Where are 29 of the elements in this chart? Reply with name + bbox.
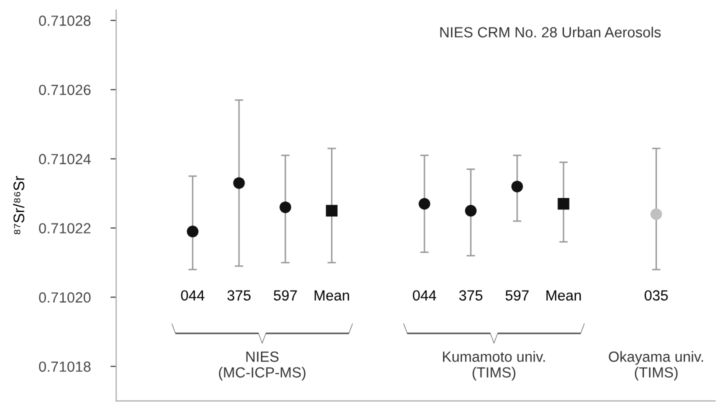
x-tick-label: 044 [181,290,204,301]
x-tick-label: 035 [644,290,668,301]
point [511,180,523,192]
x-tick-label: 375 [227,290,251,301]
y-tick-label: 0.71020 [39,292,91,303]
x-tick-label: 597 [506,290,529,301]
point [464,204,477,217]
x-tick-label: 597 [274,290,297,301]
x-tick-label: 375 [459,290,482,301]
annotation: NIES (MC-ICP-MS) [218,352,306,380]
point [558,198,570,210]
point [650,208,662,220]
point [280,201,292,214]
point [326,204,338,217]
y-tick-label: 0.71026 [39,84,91,96]
point [418,198,430,210]
y-tick-label: 0.71024 [39,154,91,164]
annotation: Kumamoto univ. (TIMS) [443,351,545,380]
x-tick-label: Mean [314,290,350,301]
y-tick-label: 0.71018 [39,361,91,372]
annotation: Okayama univ. (TIMS) [608,351,703,380]
point [233,177,245,189]
y-tick-label: 0.71022 [39,223,90,234]
annotation: NIES CRM No. 28 Urban Aerosols [440,26,661,38]
x-tick-label: 044 [412,290,436,301]
point [186,226,198,238]
y-axis-title: ⁸⁷Sr/⁸⁶Sr [13,176,24,234]
y-tick-label: 0.71028 [39,16,91,26]
x-tick-label: Mean [546,290,581,301]
